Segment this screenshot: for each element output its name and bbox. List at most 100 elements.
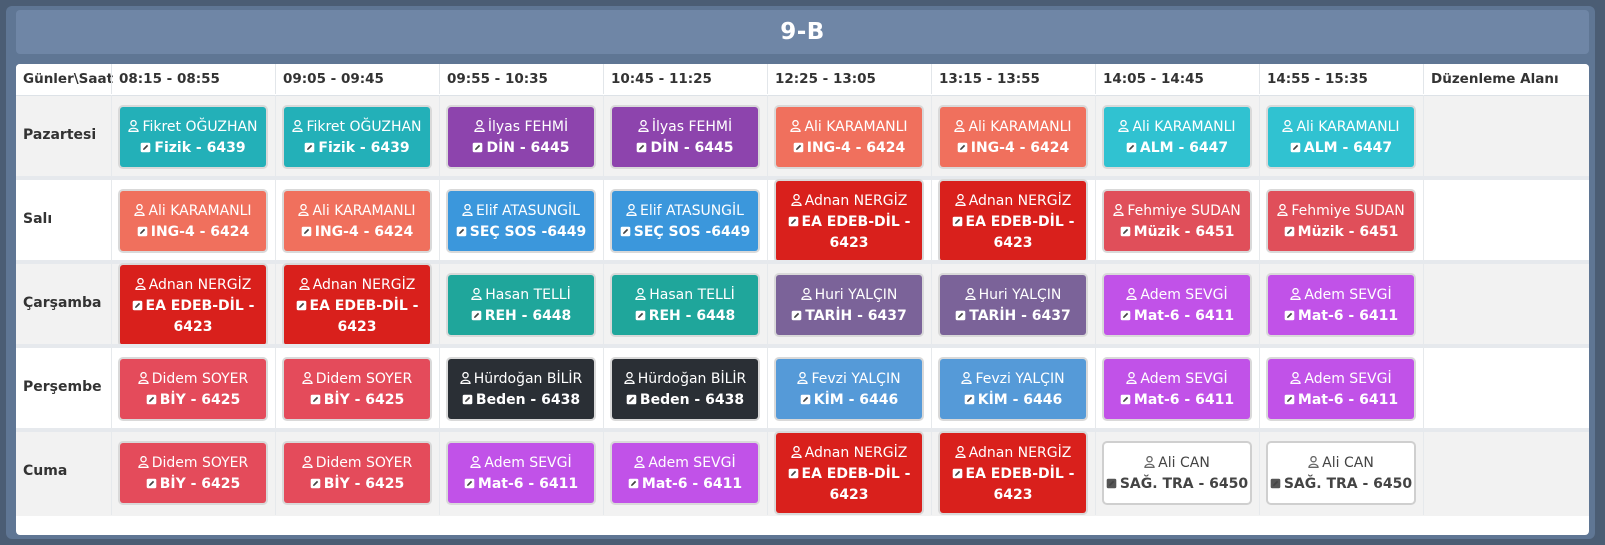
lesson-card[interactable]: Elif ATASUNGİL SEÇ SOS -6449 [448, 191, 594, 251]
teacher-name: Elif ATASUNGİL [640, 203, 744, 219]
teacher-name: Hasan TELLİ [485, 287, 571, 303]
day-label: Pazartesi [23, 127, 97, 143]
lesson-card[interactable]: Adem SEVGİ Mat-6 - 6411 [1268, 275, 1414, 335]
lesson-card[interactable]: Adem SEVGİ Mat-6 - 6411 [612, 443, 758, 503]
lesson-card[interactable]: Ali KARAMANLI ALM - 6447 [1104, 107, 1250, 167]
teacher-name: Ali KARAMANLI [804, 119, 908, 135]
cell-divider [275, 179, 276, 263]
timetable: Günler\Saat 08:15 - 08:55 09:05 - 09:45 09:… [16, 64, 1589, 535]
user-icon [624, 370, 635, 390]
lesson-course: SAĞ. TRA - 6450 [1104, 474, 1250, 495]
lesson-card[interactable]: Fehmiye SUDAN Müzik - 6451 [1268, 191, 1414, 251]
lesson-teacher: Ali KARAMANLI [1268, 117, 1414, 138]
header-slot: 09:55 - 10:35 [447, 71, 548, 87]
cell-divider [931, 179, 932, 263]
lesson-teacher: Fikret OĞUZHAN [120, 117, 266, 138]
lesson-card[interactable]: Didem SOYER BİY - 6425 [120, 359, 266, 419]
lesson-course: EA EDEB-DİL - 6423 [776, 212, 922, 253]
course-code: KİM - 6446 [813, 392, 899, 408]
lesson-course: ING-4 - 6424 [284, 222, 430, 243]
cell-divider [1423, 263, 1424, 347]
class-title-bar: 9-B [16, 10, 1589, 54]
lesson-card[interactable]: Huri YALÇIN TARİH - 6437 [776, 275, 922, 335]
lesson-card[interactable]: İlyas FEHMİ DİN - 6445 [612, 107, 758, 167]
lesson-card[interactable]: Adnan NERGİZ EA EDEB-DİL - 6423 [940, 181, 1086, 261]
lesson-card[interactable]: Ali CAN SAĞ. TRA - 6450 [1268, 443, 1414, 503]
lesson-card[interactable]: Fehmiye SUDAN Müzik - 6451 [1104, 191, 1250, 251]
row-separator [16, 344, 1589, 348]
course-code: ING-4 - 6424 [970, 140, 1070, 156]
lesson-course: DİN - 6445 [612, 138, 758, 159]
lesson-card[interactable]: Ali KARAMANLI ING-4 - 6424 [284, 191, 430, 251]
lesson-card[interactable]: Fikret OĞUZHAN Fizik - 6439 [284, 107, 430, 167]
lesson-teacher: Didem SOYER [120, 453, 266, 474]
cell-divider [603, 347, 604, 431]
lesson-card[interactable]: Didem SOYER BİY - 6425 [284, 443, 430, 503]
user-icon [460, 370, 471, 390]
lesson-card[interactable]: Didem SOYER BİY - 6425 [284, 359, 430, 419]
teacher-name: İlyas FEHMİ [487, 119, 569, 135]
lesson-card[interactable]: Adnan NERGİZ EA EDEB-DİL - 6423 [940, 433, 1086, 513]
course-code: ING-4 - 6424 [806, 140, 906, 156]
teacher-name: Ali CAN [1158, 455, 1210, 471]
lesson-course: ING-4 - 6424 [940, 138, 1086, 159]
edit-icon [955, 307, 966, 327]
user-icon [638, 118, 649, 138]
lesson-card[interactable]: Fevzi YALÇIN KİM - 6446 [776, 359, 922, 419]
lesson-card[interactable]: Ali KARAMANLI ALM - 6447 [1268, 107, 1414, 167]
header-slot: 13:15 - 13:55 [939, 71, 1040, 87]
lesson-card[interactable]: Ali KARAMANLI ING-4 - 6424 [776, 107, 922, 167]
course-code: Mat-6 - 6411 [641, 476, 743, 492]
edit-icon [1270, 475, 1281, 495]
lesson-card[interactable]: Hürdoğan BİLİR Beden - 6438 [448, 359, 594, 419]
lesson-teacher: Ali KARAMANLI [284, 201, 430, 222]
edit-icon [964, 391, 975, 411]
lesson-card[interactable]: Ali KARAMANLI ING-4 - 6424 [120, 191, 266, 251]
lesson-teacher: Adnan NERGİZ [284, 275, 430, 296]
cell-divider [1423, 431, 1424, 515]
teacher-name: Adnan NERGİZ [804, 193, 908, 209]
lesson-course: KİM - 6446 [776, 390, 922, 411]
lesson-card[interactable]: Fevzi YALÇIN KİM - 6446 [940, 359, 1086, 419]
lesson-card[interactable]: Adnan NERGİZ EA EDEB-DİL - 6423 [120, 265, 266, 345]
edit-icon [788, 213, 799, 233]
lesson-card[interactable]: Huri YALÇIN TARİH - 6437 [940, 275, 1086, 335]
lesson-card[interactable]: Hürdoğan BİLİR Beden - 6438 [612, 359, 758, 419]
lesson-card[interactable]: Hasan TELLİ REH - 6448 [448, 275, 594, 335]
course-code: DİN - 6445 [650, 140, 734, 156]
user-icon [134, 202, 146, 222]
cell-divider [439, 95, 440, 179]
teacher-name: Adem SEVGİ [1140, 371, 1228, 387]
user-icon [954, 118, 966, 138]
lesson-card[interactable]: Adnan NERGİZ EA EDEB-DİL - 6423 [776, 181, 922, 261]
lesson-card[interactable]: İlyas FEHMİ DİN - 6445 [448, 107, 594, 167]
lesson-card[interactable]: Adnan NERGİZ EA EDEB-DİL - 6423 [284, 265, 430, 345]
edit-icon [628, 475, 639, 495]
lesson-card[interactable]: Adem SEVGİ Mat-6 - 6411 [448, 443, 594, 503]
user-icon [299, 276, 310, 296]
lesson-card[interactable]: Hasan TELLİ REH - 6448 [612, 275, 758, 335]
edit-icon [788, 465, 799, 485]
lesson-card[interactable]: Adem SEVGİ Mat-6 - 6411 [1104, 359, 1250, 419]
column-divider [439, 64, 440, 94]
lesson-card[interactable]: Fikret OĞUZHAN Fizik - 6439 [120, 107, 266, 167]
row-separator [16, 428, 1589, 432]
user-icon [955, 192, 966, 212]
lesson-card[interactable]: Adem SEVGİ Mat-6 - 6411 [1268, 359, 1414, 419]
lesson-card[interactable]: Adem SEVGİ Mat-6 - 6411 [1104, 275, 1250, 335]
lesson-card[interactable]: Elif ATASUNGİL SEÇ SOS -6449 [612, 191, 758, 251]
cell-divider [111, 179, 112, 263]
lesson-teacher: İlyas FEHMİ [612, 117, 758, 138]
lesson-course: BİY - 6425 [120, 474, 266, 495]
lesson-card[interactable]: Ali CAN SAĞ. TRA - 6450 [1104, 443, 1250, 503]
lesson-card[interactable]: Didem SOYER BİY - 6425 [120, 443, 266, 503]
lesson-teacher: Hasan TELLİ [612, 285, 758, 306]
course-code: Mat-6 - 6411 [1133, 308, 1235, 324]
cell-divider [439, 179, 440, 263]
lesson-teacher: Adem SEVGİ [1268, 369, 1414, 390]
lesson-card[interactable]: Ali KARAMANLI ING-4 - 6424 [940, 107, 1086, 167]
cell-divider [931, 263, 932, 347]
lesson-teacher: Ali KARAMANLI [1104, 117, 1250, 138]
teacher-name: Adem SEVGİ [648, 455, 736, 471]
lesson-card[interactable]: Adnan NERGİZ EA EDEB-DİL - 6423 [776, 433, 922, 513]
